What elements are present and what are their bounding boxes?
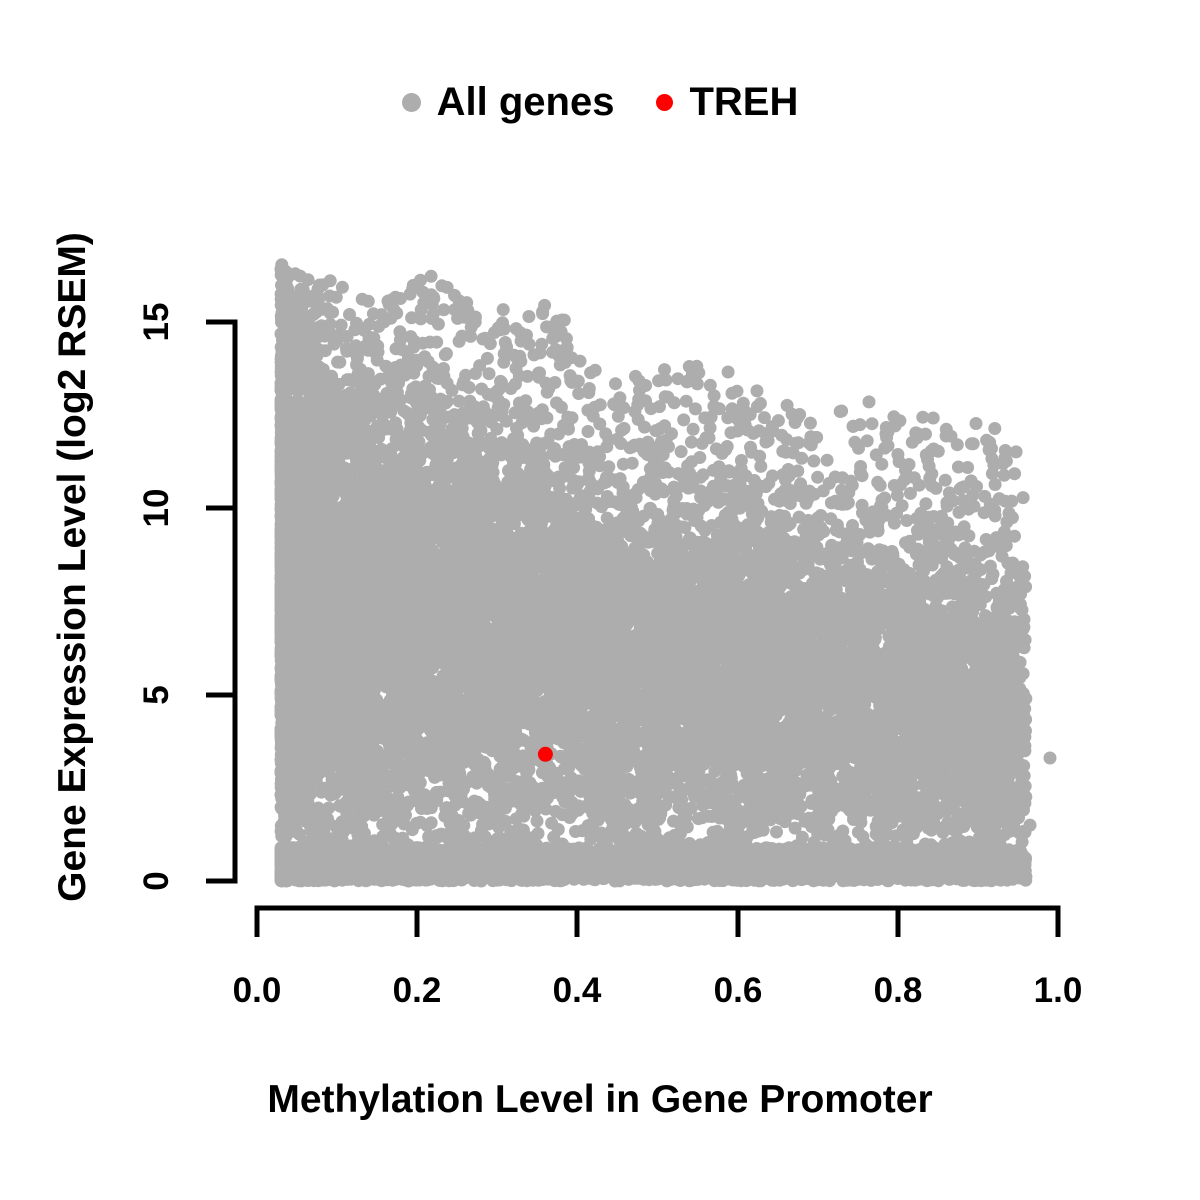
highlight-point-layer: [537, 746, 553, 762]
x-tick-label-4: 0.8: [874, 971, 923, 1010]
y-tick-label-5: 5: [137, 685, 176, 704]
y-tick-label-10: 10: [137, 489, 176, 528]
y-tick-label-0: 0: [137, 871, 176, 890]
legend-marker-circle-icon: [656, 93, 674, 111]
x-tick-label-5: 1.0: [1034, 971, 1083, 1010]
plot-legend: All genes TREH: [0, 82, 1200, 122]
legend-marker-circle-icon: [401, 92, 421, 112]
x-axis: 0.0 0.2 0.4 0.6 0.8 1.0: [233, 905, 1083, 1010]
legend-entry-all-genes: All genes: [401, 80, 615, 124]
x-tick-label-3: 0.6: [714, 971, 763, 1010]
y-tick-label-15: 15: [137, 303, 176, 342]
legend-label-all-genes: All genes: [436, 80, 615, 124]
x-tick-label-0: 0.0: [233, 971, 282, 1010]
legend-label-treh: TREH: [689, 80, 799, 124]
x-tick-label-1: 0.2: [393, 971, 442, 1010]
x-axis-title: Methylation Level in Gene Promoter: [267, 1078, 933, 1121]
y-axis-title: Gene Expression Level (log2 RSEM): [51, 232, 94, 902]
y-axis: 0 5 10 15: [137, 303, 238, 891]
data-points-layer: [274, 258, 1057, 888]
legend-entry-treh: TREH: [656, 82, 798, 122]
x-tick-label-2: 0.4: [553, 971, 602, 1010]
